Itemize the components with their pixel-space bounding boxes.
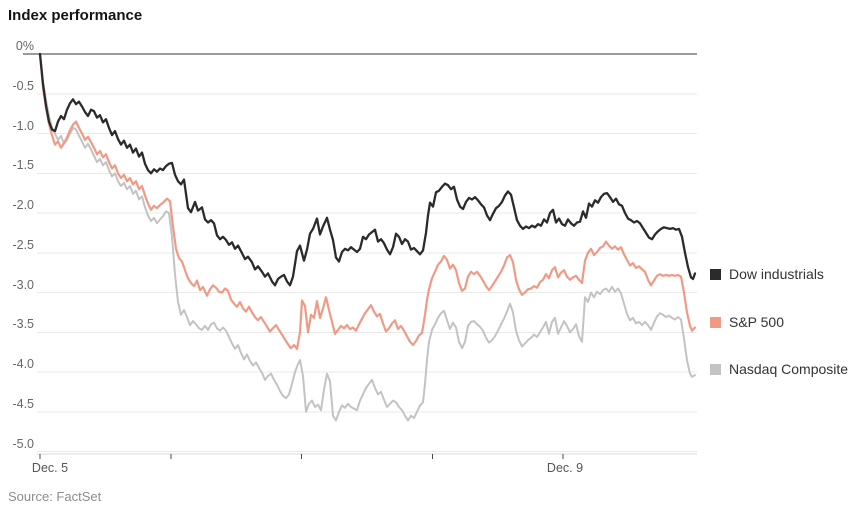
legend-swatch-icon: [710, 268, 721, 280]
page-title: Index performance: [8, 7, 143, 24]
y-tick-label: -1.5: [12, 158, 34, 173]
series-lines: [38, 52, 697, 422]
y-tick-label: 0%: [15, 39, 34, 53]
legend-item-nasdaq-composite: Nasdaq Composite: [710, 361, 848, 377]
source-credit: Source: FactSet: [8, 489, 102, 504]
nasdaq-composite-line: [39, 53, 696, 422]
legend-label: Nasdaq Composite: [729, 361, 849, 377]
y-tick-label: -1.0: [12, 118, 34, 133]
y-tick-label: -0.5: [12, 78, 34, 93]
y-tick-label: -5.0: [12, 436, 34, 451]
gridlines: [23, 53, 697, 452]
s-p-500-line: [38, 52, 697, 350]
y-tick-label: -4.0: [12, 357, 34, 371]
legend-swatch-icon: [710, 316, 721, 328]
x-axis: [37, 453, 697, 459]
legend-item-s-p-500: S&P 500: [710, 314, 784, 330]
legend-item-dow-industrials: Dow industrials: [710, 266, 824, 282]
x-tick-label: Dec. 9: [546, 461, 584, 475]
y-tick-label: -2.5: [12, 237, 34, 252]
legend-label: Dow industrials: [729, 266, 824, 282]
legend-swatch-icon: [710, 363, 721, 375]
legend-label: S&P 500: [729, 314, 785, 330]
y-tick-label: -3.0: [12, 277, 34, 292]
x-tick-label: Dec. 5: [31, 461, 69, 475]
y-tick-label: -4.5: [12, 396, 34, 411]
y-tick-label: -2.0: [12, 198, 34, 212]
dow-industrials-line: [38, 52, 697, 287]
y-tick-label: -3.5: [12, 317, 34, 332]
